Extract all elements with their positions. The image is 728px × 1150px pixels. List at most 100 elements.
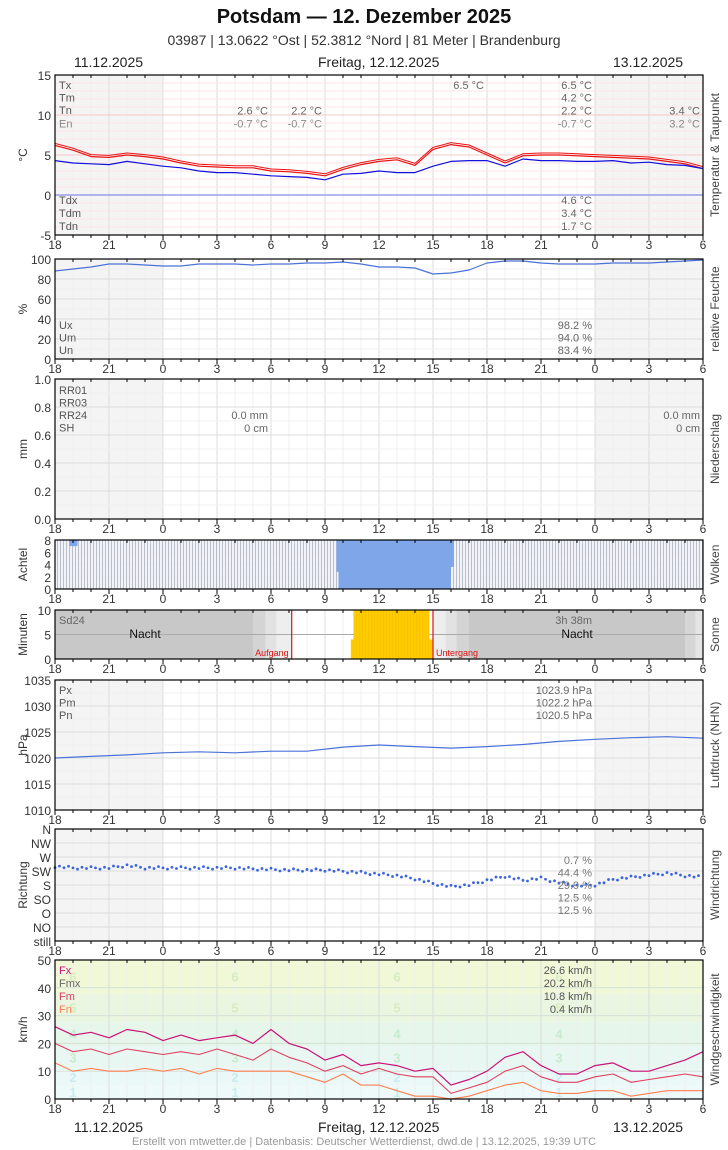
y-tick-label: 20 — [38, 333, 52, 347]
panel-side-label: Wolken — [708, 545, 722, 585]
legend-Tx: Tx — [59, 80, 72, 92]
beaufort-label: 1 — [393, 1085, 400, 1100]
annotation: -0.7 °C — [288, 119, 322, 131]
legend-RR01: RR01 — [59, 385, 87, 397]
annotation: 3.4 °C — [561, 208, 592, 220]
x-tick-label: 21 — [102, 662, 116, 676]
annotation: 98.2 % — [558, 320, 592, 332]
y-tick-label: 15 — [38, 69, 52, 83]
y-tick-label: 0.6 — [34, 429, 51, 443]
legend-Fx: Fx — [59, 965, 72, 977]
y-tick-label: N — [42, 823, 51, 837]
x-tick-label: 3 — [214, 592, 221, 606]
beaufort-label: 5 — [69, 1000, 76, 1015]
x-tick-label: 12 — [372, 522, 386, 536]
direction-share: 12.5 % — [558, 905, 592, 917]
annotation: 2.2 °C — [291, 106, 322, 118]
x-tick-label: 18 — [48, 238, 62, 252]
legend-Tdn: Tdn — [59, 221, 78, 233]
x-tick-label: 18 — [480, 662, 494, 676]
x-tick-label: 15 — [426, 238, 440, 252]
y-tick-label: 1025 — [24, 726, 51, 740]
direction-share: 29.9 % — [558, 880, 592, 892]
x-tick-label: 18 — [480, 522, 494, 536]
y-tick-label: 10 — [38, 1065, 52, 1079]
y-axis-label: mm — [16, 439, 30, 459]
annotation: 0.0 mm — [663, 410, 700, 422]
y-axis-label: Achtel — [16, 548, 30, 581]
x-tick-label: 18 — [480, 592, 494, 606]
x-tick-label: 12 — [372, 1102, 386, 1116]
x-tick-label: 18 — [48, 1102, 62, 1116]
x-tick-label: 6 — [268, 522, 275, 536]
sunset-label: Untergang — [436, 648, 478, 658]
x-tick-label: 6 — [268, 813, 275, 827]
beaufort-label: 1 — [555, 1085, 562, 1100]
x-tick-label: 12 — [372, 362, 386, 376]
legend-Um: Um — [59, 333, 76, 345]
x-tick-label: 0 — [160, 662, 167, 676]
annotation: 1022.2 hPa — [536, 698, 593, 710]
x-tick-label: 18 — [48, 944, 62, 958]
date-right: 13.12.2025 — [613, 54, 684, 70]
x-tick-label: 21 — [102, 362, 116, 376]
annotation: 20.2 km/h — [544, 978, 592, 990]
y-tick-label: SW — [32, 865, 52, 879]
x-tick-label: 3 — [646, 662, 653, 676]
y-axis-label: % — [16, 303, 30, 314]
date-left: 11.12.2025 — [74, 54, 144, 70]
y-axis-label: km/h — [16, 1016, 30, 1042]
annotation: 94.0 % — [558, 333, 592, 345]
beaufort-label: 3 — [69, 1050, 76, 1065]
legend-Tdx: Tdx — [59, 195, 78, 207]
annotation: 0.0 mm — [231, 410, 268, 422]
x-tick-label: 0 — [592, 944, 599, 958]
beaufort-label: 4 — [555, 1027, 563, 1042]
y-tick-label: 0 — [44, 583, 51, 597]
y-tick-label: 6 — [44, 546, 51, 560]
x-tick-label: 15 — [426, 522, 440, 536]
date-row-bottom: 11.12.2025 Freitag, 12.12.2025 13.12.202… — [0, 1119, 728, 1137]
panel-side-label: Temperatur & Taupunkt — [708, 92, 722, 217]
x-tick-label: 18 — [480, 238, 494, 252]
x-tick-label: 15 — [426, 1102, 440, 1116]
footer-credit: Erstellt von mtwetter.de | Datenbasis: D… — [131, 1136, 597, 1148]
x-tick-label: 21 — [534, 662, 548, 676]
x-tick-label: 3 — [214, 662, 221, 676]
y-tick-label: 50 — [38, 954, 52, 968]
x-tick-label: 15 — [426, 944, 440, 958]
legend-Ux: Ux — [59, 320, 73, 332]
x-tick-label: 9 — [322, 944, 329, 958]
x-tick-label: 6 — [700, 813, 707, 827]
direction-share: 0.7 % — [564, 855, 592, 867]
annotation: 6.5 °C — [561, 80, 592, 92]
beaufort-label: 5 — [231, 1000, 238, 1015]
annotation: 10.8 km/h — [544, 991, 592, 1003]
y-tick-label: 0.8 — [34, 401, 51, 415]
date-right-bottom: 13.12.2025 — [613, 1119, 684, 1135]
x-tick-label: 18 — [48, 362, 62, 376]
beaufort-label: 3 — [231, 1050, 238, 1065]
y-tick-label: 2 — [44, 571, 51, 585]
y-axis-label: Richtung — [16, 861, 30, 908]
x-tick-label: 0 — [160, 592, 167, 606]
beaufort-label: 5 — [393, 1000, 400, 1015]
y-tick-label: 100 — [31, 253, 51, 267]
date-center: Freitag, 12.12.2025 — [318, 54, 440, 70]
date-center-bottom: Freitag, 12.12.2025 — [318, 1119, 440, 1135]
y-tick-label: 5 — [44, 629, 51, 643]
x-tick-label: 12 — [372, 238, 386, 252]
x-tick-label: 21 — [534, 522, 548, 536]
beaufort-label: 2 — [555, 1070, 562, 1085]
x-tick-label: 9 — [322, 662, 329, 676]
direction-share: 12.5 % — [558, 893, 592, 905]
y-tick-label: 20 — [38, 1037, 52, 1051]
legend-Fn: Fn — [59, 1004, 72, 1016]
annotation: 4.2 °C — [561, 93, 592, 105]
y-tick-label: O — [42, 907, 51, 921]
beaufort-label: 4 — [393, 1027, 401, 1042]
x-tick-label: 21 — [102, 238, 116, 252]
y-tick-label: S — [43, 879, 51, 893]
